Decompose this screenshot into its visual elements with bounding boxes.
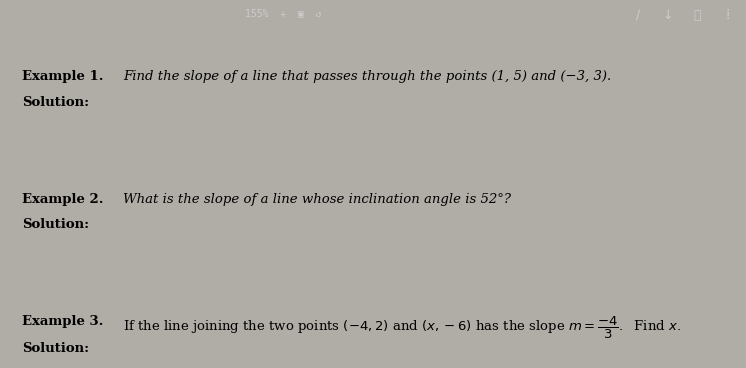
- Text: What is the slope of a line whose inclination angle is 52°?: What is the slope of a line whose inclin…: [123, 193, 511, 206]
- Text: ↓: ↓: [662, 9, 673, 22]
- Text: Example 1.: Example 1.: [22, 70, 104, 83]
- Text: ⎙: ⎙: [694, 9, 701, 22]
- Text: ⁞: ⁞: [725, 8, 730, 22]
- Text: Solution:: Solution:: [22, 343, 90, 355]
- Text: ∕: ∕: [636, 9, 640, 22]
- Text: Example 3.: Example 3.: [22, 315, 104, 328]
- Text: Example 2.: Example 2.: [22, 193, 104, 206]
- Text: Solution:: Solution:: [22, 218, 90, 231]
- Text: Find the slope of a line that passes through the points (1, 5) and (−3, 3).: Find the slope of a line that passes thr…: [123, 70, 611, 83]
- Text: If the line joining the two points $(-4, 2)$ and $(x, -6)$ has the slope $m = \d: If the line joining the two points $(-4,…: [123, 315, 681, 342]
- Text: 155%  +  ▣  ↺: 155% + ▣ ↺: [245, 9, 322, 19]
- Text: Solution:: Solution:: [22, 96, 90, 109]
